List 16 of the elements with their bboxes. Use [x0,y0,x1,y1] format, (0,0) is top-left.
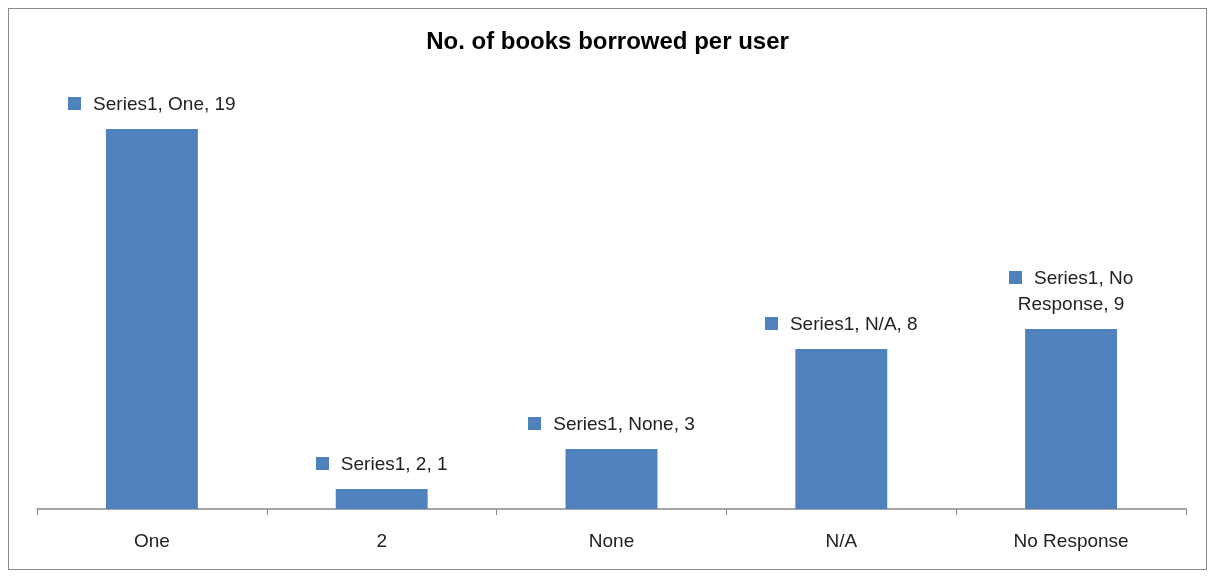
data-label: Series1, One, 19 [93,93,236,114]
x-tick-label: No Response [1013,530,1129,551]
bar [105,129,198,509]
x-tick-label: N/A [825,530,858,551]
x-tick-label: One [133,530,170,551]
bar [795,349,888,509]
data-label: Series1, N/A, 8 [789,313,918,334]
chart-title: No. of books borrowed per user [426,26,789,54]
bar [565,449,658,509]
data-label: Series1, None, 3 [553,413,695,434]
bar [335,489,428,509]
data-label: Series1, 2, 1 [340,453,448,474]
data-label: Series1, No Response, 9 [1017,267,1134,314]
bar [1025,329,1118,509]
x-tick-label: None [588,530,635,551]
x-tick-label: 2 [376,530,387,551]
